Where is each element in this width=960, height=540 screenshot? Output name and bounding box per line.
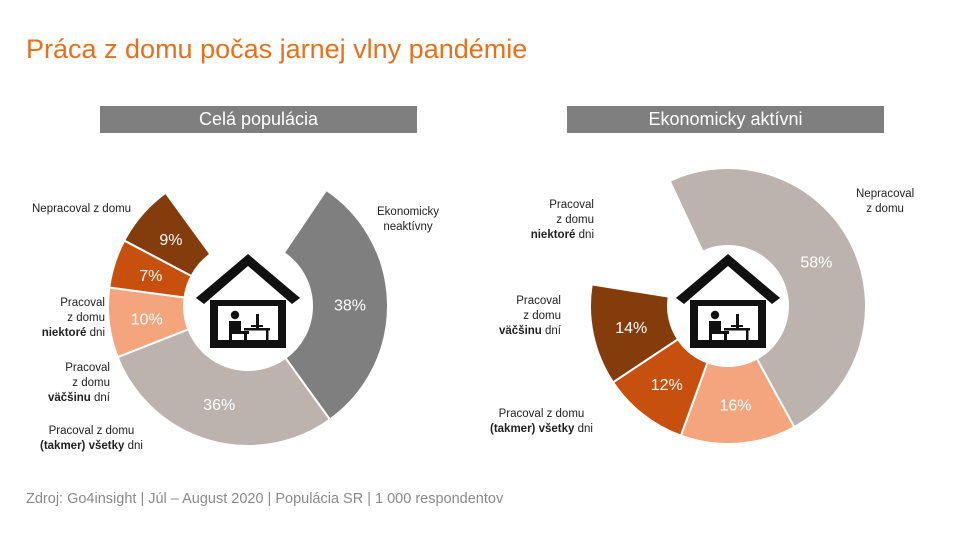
chart-2-value-label-nepracoval: 58% (800, 254, 832, 271)
chart-2-title: Ekonomicky aktívni (567, 106, 884, 133)
chart-2-value-label-vacsinu: 12% (651, 377, 683, 394)
chart-2-slice-vsetky (589, 283, 680, 384)
page-title: Práca z domu počas jarnej vlny pandémie (26, 34, 528, 64)
chart-2-label-vsetky: Pracoval z domu (takmer) všetky dni (490, 408, 593, 435)
chart-1-label-niektore: Pracoval z domu niektoré dni (41, 297, 105, 339)
chart-2-label-nepracoval: Nepracoval z domu (856, 188, 915, 215)
chart-1-slice-nepracoval (116, 328, 332, 447)
home-office-icon (196, 254, 300, 348)
chart-1-title: Celá populácia (100, 106, 417, 133)
chart-1-label-nepracoval: Nepracoval z domu (32, 203, 132, 215)
chart-1-value-label-neaktivny: 38% (334, 297, 366, 314)
chart-1-label-vsetky: Pracoval z domu (takmer) všetky dni (40, 425, 143, 452)
chart-1-label-vacsinu: Pracoval z domu väčšinu dní (47, 362, 110, 404)
chart-1-value-label-vsetky: 9% (159, 232, 182, 249)
chart-2-value-label-vsetky: 14% (615, 320, 647, 337)
chart-2-value-label-niektore: 16% (720, 398, 752, 415)
chart-2-label-vacsinu: Pracoval z domu väčšinu dní (498, 295, 561, 337)
chart-1-value-label-nepracoval: 36% (203, 397, 235, 414)
chart-1-slice-vsetky (122, 191, 212, 278)
chart-1-value-label-niektore: 10% (131, 311, 163, 328)
chart-1-label-neaktivny: Ekonomicky neaktívny (377, 206, 439, 233)
chart-1-value-label-vacsinu: 7% (139, 268, 162, 285)
chart-2-slice-nepracoval (668, 167, 867, 429)
chart-1-slice-neaktivny (282, 188, 389, 421)
home-office-icon (676, 254, 780, 348)
chart-2-label-niektore: Pracoval z domu niektoré dni (530, 199, 594, 241)
source-note: Zdroj: Go4insight | Júl – August 2020 | … (26, 491, 504, 507)
